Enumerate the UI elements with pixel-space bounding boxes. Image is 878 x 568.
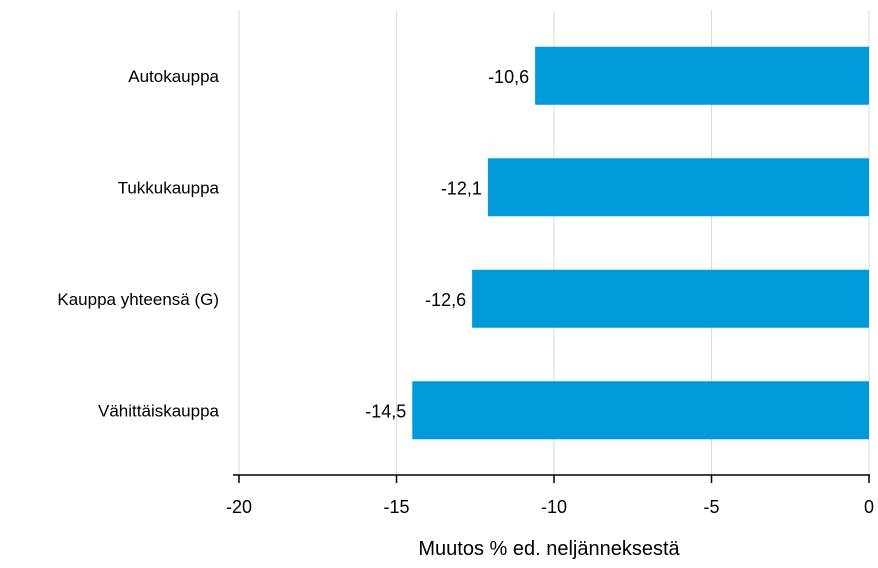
value-label: -10,6 <box>488 67 529 87</box>
value-label: -14,5 <box>365 401 406 421</box>
bar <box>487 158 869 217</box>
bar <box>412 381 869 440</box>
x-tick-label: -20 <box>226 497 252 517</box>
category-label: Autokauppa <box>128 67 219 86</box>
bars <box>412 46 869 440</box>
x-axis-title: Muutos % ed. neljänneksestä <box>418 538 680 560</box>
category-labels: Autokauppa Tukkukauppa Kauppa yhteensä (G)… <box>57 67 219 421</box>
x-tick-label: 0 <box>864 497 874 517</box>
bar <box>472 269 869 328</box>
axes <box>233 474 870 483</box>
x-tick-label: -5 <box>703 497 719 517</box>
value-label: -12,6 <box>425 290 466 310</box>
x-tick-label: -10 <box>541 497 567 517</box>
value-labels: -10,6 -12,1 -12,6 -14,5 <box>365 67 529 422</box>
x-tick-labels: -20 -15 -10 -5 0 <box>226 497 874 517</box>
category-label: Kauppa yhteensä (G) <box>57 290 219 309</box>
value-label: -12,1 <box>441 178 482 198</box>
category-label: Vähittäiskauppa <box>98 401 220 420</box>
x-tick-label: -15 <box>383 497 409 517</box>
bar <box>535 46 869 105</box>
category-label: Tukkukauppa <box>118 178 220 197</box>
